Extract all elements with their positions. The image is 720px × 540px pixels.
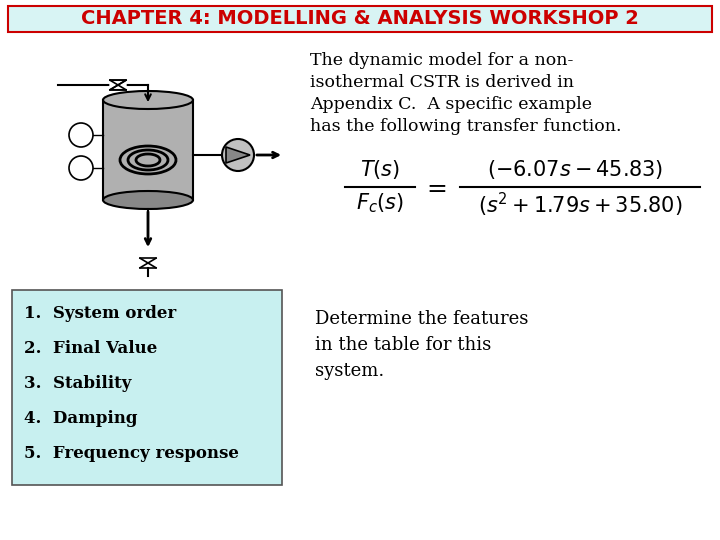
Ellipse shape (103, 91, 193, 109)
Text: isothermal CSTR is derived in: isothermal CSTR is derived in (310, 74, 574, 91)
Text: 5.  Frequency response: 5. Frequency response (24, 445, 239, 462)
Polygon shape (140, 258, 148, 268)
Text: has the following transfer function.: has the following transfer function. (310, 118, 621, 135)
Polygon shape (110, 80, 118, 90)
Text: A: A (76, 161, 86, 175)
Circle shape (69, 156, 93, 180)
Text: 3.  Stability: 3. Stability (24, 375, 131, 392)
Circle shape (222, 139, 254, 171)
FancyBboxPatch shape (8, 6, 712, 32)
Ellipse shape (103, 191, 193, 209)
Text: Appendix C.  A specific example: Appendix C. A specific example (310, 96, 592, 113)
Text: 1.  System order: 1. System order (24, 305, 176, 322)
Text: CHAPTER 4: MODELLING & ANALYSIS WORKSHOP 2: CHAPTER 4: MODELLING & ANALYSIS WORKSHOP… (81, 10, 639, 29)
Polygon shape (118, 80, 126, 90)
Bar (103, 100, 193, 200)
Text: $T(s)$: $T(s)$ (360, 158, 400, 181)
FancyBboxPatch shape (12, 290, 282, 485)
Text: in the table for this: in the table for this (315, 336, 491, 354)
Text: $F_c(s)$: $F_c(s)$ (356, 191, 404, 214)
Polygon shape (148, 258, 156, 268)
Text: $(-6.07s-45.83)$: $(-6.07s-45.83)$ (487, 158, 663, 181)
Text: 4.  Damping: 4. Damping (24, 410, 138, 427)
Circle shape (69, 123, 93, 147)
Text: T: T (76, 128, 86, 142)
Text: 2.  Final Value: 2. Final Value (24, 340, 157, 357)
Text: system.: system. (315, 362, 384, 380)
Text: $(s^2+1.79s+35.80)$: $(s^2+1.79s+35.80)$ (478, 191, 683, 219)
Text: The dynamic model for a non-: The dynamic model for a non- (310, 52, 573, 69)
Text: $=$: $=$ (423, 175, 448, 199)
Text: Determine the features: Determine the features (315, 310, 528, 328)
Polygon shape (226, 147, 250, 163)
